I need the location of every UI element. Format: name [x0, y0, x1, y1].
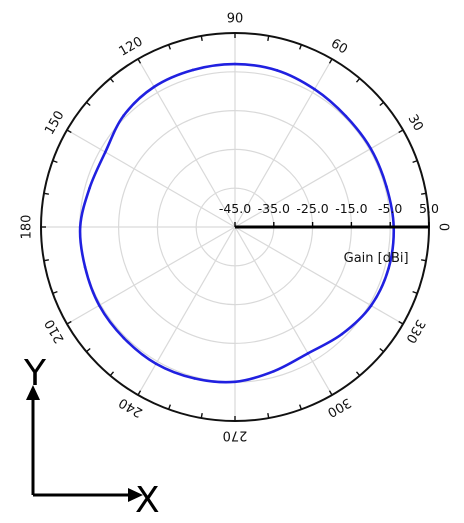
frame-x-arrowhead: [128, 488, 143, 502]
gain-data-point: [193, 377, 196, 380]
angular-tick-mark: [328, 58, 333, 64]
angular-tick-mark: [298, 404, 303, 410]
angular-tick-mark: [66, 320, 72, 325]
angular-grid-line: [66, 129, 236, 228]
angular-tick-mark: [267, 413, 270, 419]
radial-tick-label: -35.0: [258, 201, 290, 216]
radial-tick-label: -25.0: [296, 201, 328, 216]
gain-data-point: [344, 114, 348, 118]
angular-tick-label: 330: [402, 316, 427, 345]
angular-tick-label: 30: [404, 112, 425, 134]
frame-y-arrowhead: [26, 385, 40, 400]
frame-axes: Y X: [23, 353, 160, 521]
angular-grid-line: [66, 226, 236, 325]
gain-data-point: [233, 62, 237, 66]
angular-tick-mark: [137, 58, 142, 64]
angular-tick-mark: [298, 44, 303, 50]
radial-tick-label: -45.0: [219, 201, 251, 216]
angular-tick-mark: [355, 77, 361, 83]
angular-grid-line: [234, 58, 333, 228]
gain-data-point: [369, 147, 373, 150]
angular-tick-mark: [200, 35, 203, 41]
angular-tick-mark: [398, 129, 404, 134]
angular-tick-label: 150: [42, 108, 67, 137]
angular-grid-line: [234, 226, 333, 396]
gain-data-point: [191, 68, 195, 72]
angular-tick-mark: [328, 390, 333, 396]
angular-tick-label: 180: [20, 215, 35, 240]
angular-tick-label: 120: [116, 34, 145, 59]
angular-tick-mark: [52, 290, 58, 295]
angular-grid-line: [234, 226, 404, 325]
angular-grid-line: [137, 226, 236, 396]
gain-data-point: [83, 265, 87, 269]
angular-tick-mark: [137, 390, 142, 396]
angular-tick-label: 300: [324, 394, 353, 419]
angular-tick-mark: [398, 320, 404, 325]
angular-tick-mark: [267, 35, 270, 41]
frame-y-label: Y: [23, 353, 47, 394]
angular-tick-mark: [379, 101, 385, 107]
angular-tick-mark: [412, 159, 418, 164]
gain-data-point: [313, 87, 316, 91]
gain-data-point: [122, 114, 125, 117]
angular-tick-mark: [109, 77, 115, 83]
gain-data-point: [306, 352, 310, 355]
angular-tick-label: 0: [436, 223, 451, 231]
gain-data-point: [97, 304, 101, 307]
angular-tick-mark: [421, 192, 427, 195]
gain-data-point: [275, 69, 279, 72]
angular-tick-label: 270: [223, 428, 248, 443]
gain-data-point: [385, 185, 388, 188]
angular-tick-mark: [379, 347, 385, 353]
gain-data-point: [78, 225, 82, 229]
gain-data-point: [122, 336, 126, 340]
angular-tick-mark: [109, 371, 115, 377]
angular-tick-mark: [85, 101, 91, 107]
radial-axis: -45.0 -35.0 -25.0 -15.0 -5.0 5.0: [219, 201, 439, 229]
gain-data-point: [340, 332, 344, 336]
angular-tick-mark: [167, 404, 172, 410]
angular-tick-mark: [85, 347, 91, 353]
gain-data-point: [272, 369, 275, 373]
radial-tick-label: -5.0: [378, 201, 402, 216]
radial-tick-label: 5.0: [419, 201, 439, 216]
gain-data-point: [233, 380, 237, 384]
angular-tick-mark: [43, 192, 49, 195]
angular-grid-line: [234, 129, 404, 228]
angular-tick-mark: [167, 44, 172, 50]
gain-data-point: [154, 362, 158, 366]
angular-tick-mark: [355, 371, 361, 377]
gain-data-point: [152, 85, 156, 89]
angular-tick-label: 90: [227, 12, 244, 27]
angular-tick-mark: [66, 129, 72, 134]
gain-data-point: [387, 266, 390, 270]
radial-tick-label: -15.0: [335, 201, 367, 216]
frame-x-label: X: [135, 480, 160, 521]
angular-tick-mark: [43, 259, 49, 262]
series-layer: [78, 62, 396, 384]
angular-tick-label: 240: [116, 394, 145, 419]
angular-tick-mark: [52, 159, 58, 164]
gain-data-point: [88, 186, 91, 190]
gain-data-point: [104, 150, 107, 154]
angular-tick-mark: [412, 290, 418, 295]
angular-tick-mark: [200, 413, 203, 419]
radial-axis-title: Gain [dBi]: [344, 251, 409, 266]
angular-tick-label: 60: [328, 36, 350, 57]
gain-data-point: [369, 304, 373, 307]
angular-tick-mark: [421, 259, 427, 262]
angular-tick-label: 210: [42, 316, 67, 345]
